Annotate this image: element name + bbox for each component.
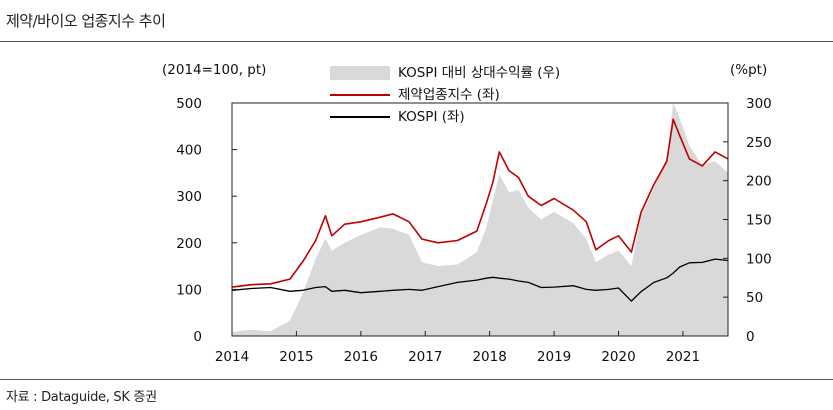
- left-axis-unit: (2014=100, pt): [162, 62, 266, 78]
- right-tick-label: 100: [746, 251, 772, 267]
- x-tick-label: 2021: [666, 349, 700, 365]
- kospi-line: [231, 258, 729, 302]
- legend-label: 제약업종지수 (좌): [398, 87, 500, 103]
- pharma-index-line: [231, 118, 729, 288]
- right-tick-label: 50: [746, 290, 763, 306]
- source-note: 자료 : Dataguide, SK 증권: [6, 390, 157, 405]
- left-tick-label: 100: [176, 282, 202, 298]
- x-tick-label: 2019: [537, 349, 571, 365]
- right-tick-label: 250: [746, 135, 772, 151]
- relative-return-area: [232, 103, 728, 336]
- x-tick-label: 2014: [215, 349, 249, 365]
- x-tick-label: 2020: [601, 349, 635, 365]
- relative-return-area-layer: [232, 103, 728, 336]
- legend-swatch-area: [330, 66, 390, 80]
- left-tick-label: 300: [176, 189, 202, 205]
- right-tick-label: 300: [746, 96, 772, 112]
- right-tick-label: 200: [746, 174, 772, 190]
- x-tick-label: 2017: [408, 349, 442, 365]
- x-tick-label: 2018: [472, 349, 506, 365]
- legend-label: KOSPI 대비 상대수익률 (우): [398, 65, 560, 81]
- top-divider: [0, 41, 833, 42]
- legend: KOSPI 대비 상대수익률 (우) 제약업종지수 (좌) KOSPI (좌): [330, 65, 560, 125]
- legend-label: KOSPI (좌): [398, 109, 465, 125]
- left-tick-label: 0: [193, 329, 202, 345]
- left-tick-label: 200: [176, 236, 202, 252]
- x-tick-label: 2015: [279, 349, 313, 365]
- chart-title: 제약/바이오 업종지수 추이: [6, 12, 166, 30]
- left-tick-label: 400: [176, 143, 202, 159]
- x-tick-label: 2016: [344, 349, 378, 365]
- right-tick-label: 0: [746, 329, 755, 345]
- left-tick-label: 500: [176, 96, 202, 112]
- axes-layer: 0 100 200 300 400 500 0 50 100 150 200 250 300 2014 20…: [176, 96, 772, 365]
- index-lines-layer: [231, 118, 729, 302]
- bottom-divider: [0, 379, 833, 380]
- chart-svg: 0 100 200 300 400 500 0 50 100 150 200 250 300 2014 20…: [162, 62, 772, 365]
- right-axis-unit: (%pt): [730, 62, 767, 78]
- right-tick-label: 150: [746, 213, 772, 229]
